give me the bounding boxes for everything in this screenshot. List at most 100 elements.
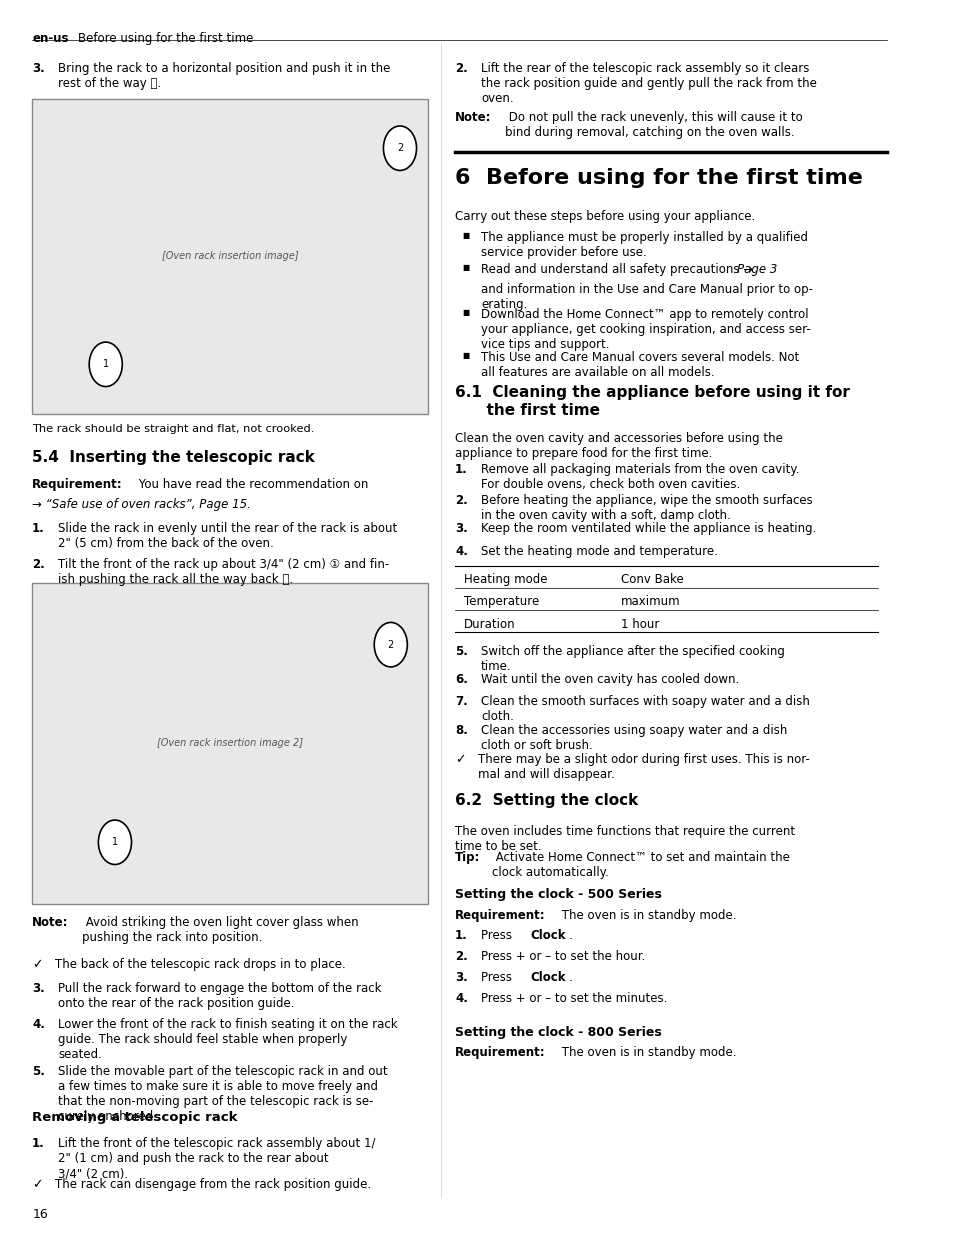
Bar	[32, 99, 427, 414]
Text: Tilt the front of the rack up about 3/4" (2 cm) ① and fin-
ish pushing the rack : Tilt the front of the rack up about 3/4"…	[58, 558, 389, 587]
Text: Press + or – to set the hour.: Press + or – to set the hour.	[480, 950, 644, 963]
Bar	[32, 583, 427, 904]
Text: Clean the oven cavity and accessories before using the
appliance to prepare food: Clean the oven cavity and accessories be…	[455, 432, 782, 461]
Text: 6.: 6.	[455, 673, 468, 687]
Text: and information in the Use and Care Manual prior to op-
erating.: and information in the Use and Care Manu…	[480, 283, 812, 311]
Text: 2.: 2.	[455, 950, 467, 963]
Text: Before heating the appliance, wipe the smooth surfaces
in the oven cavity with a: Before heating the appliance, wipe the s…	[480, 494, 812, 522]
Text: 2.: 2.	[32, 558, 45, 572]
Text: Activate Home Connect™ to set and maintain the
clock automatically.: Activate Home Connect™ to set and mainta…	[492, 851, 789, 879]
Text: 7.: 7.	[455, 695, 467, 709]
Text: Download the Home Connect™ app to remotely control
your appliance, get cooking i: Download the Home Connect™ app to remote…	[480, 308, 810, 351]
Text: This Use and Care Manual covers several models. Not
all features are available o: This Use and Care Manual covers several …	[480, 351, 799, 379]
Text: Setting the clock - 800 Series: Setting the clock - 800 Series	[455, 1026, 661, 1040]
Text: Press: Press	[480, 971, 518, 984]
Text: 1: 1	[112, 837, 118, 847]
Circle shape	[374, 622, 407, 667]
Text: Do not pull the rack unevenly, this will cause it to
bind during removal, catchi: Do not pull the rack unevenly, this will…	[504, 111, 801, 140]
Text: Pull the rack forward to engage the bottom of the rack
onto the rear of the rack: Pull the rack forward to engage the bott…	[58, 982, 381, 1010]
Text: 5.: 5.	[455, 645, 468, 658]
Text: The back of the telescopic rack drops in to place.: The back of the telescopic rack drops in…	[55, 958, 346, 972]
Text: Lift the front of the telescopic rack assembly about 1/
2" (1 cm) and push the r: Lift the front of the telescopic rack as…	[58, 1137, 375, 1181]
Text: Clock: Clock	[530, 971, 565, 984]
Text: [Oven rack insertion image]: [Oven rack insertion image]	[161, 251, 298, 262]
Text: Press: Press	[480, 929, 518, 942]
Text: 5.: 5.	[32, 1065, 45, 1078]
Text: The oven is in standby mode.: The oven is in standby mode.	[558, 909, 736, 923]
Text: ✓: ✓	[32, 958, 43, 972]
Text: The appliance must be properly installed by a qualified
service provider before : The appliance must be properly installed…	[480, 231, 807, 259]
Text: 1: 1	[103, 359, 109, 369]
Text: Clock: Clock	[530, 929, 565, 942]
Text: 1.: 1.	[455, 463, 467, 477]
Text: 3.: 3.	[32, 982, 45, 995]
Text: ■: ■	[462, 351, 469, 359]
Text: 6  Before using for the first time: 6 Before using for the first time	[455, 168, 862, 188]
Text: [Oven rack insertion image 2]: [Oven rack insertion image 2]	[156, 739, 302, 748]
Text: Slide the movable part of the telescopic rack in and out
a few times to make sur: Slide the movable part of the telescopic…	[58, 1065, 387, 1123]
Text: 4.: 4.	[455, 992, 468, 1005]
Text: .: .	[569, 929, 573, 942]
Text: 3.: 3.	[455, 522, 467, 536]
Text: 5.4  Inserting the telescopic rack: 5.4 Inserting the telescopic rack	[32, 450, 314, 464]
Text: Note:: Note:	[32, 916, 69, 930]
Text: Slide the rack in evenly until the rear of the rack is about
2" (5 cm) from the : Slide the rack in evenly until the rear …	[58, 522, 396, 551]
Text: 1.: 1.	[32, 1137, 45, 1151]
Text: ■: ■	[462, 308, 469, 316]
Text: Clean the accessories using soapy water and a dish
cloth or soft brush.: Clean the accessories using soapy water …	[480, 724, 786, 752]
Text: Heating mode: Heating mode	[464, 573, 547, 587]
Text: Bring the rack to a horizontal position and push it in the
rest of the way Ⓐ.: Bring the rack to a horizontal position …	[58, 62, 390, 90]
Text: Carry out these steps before using your appliance.: Carry out these steps before using your …	[455, 210, 755, 224]
Text: 6.1  Cleaning the appliance before using it for
      the first time: 6.1 Cleaning the appliance before using …	[455, 385, 849, 417]
Text: 1 hour: 1 hour	[620, 618, 659, 631]
Text: 1.: 1.	[32, 522, 45, 536]
Circle shape	[98, 820, 132, 864]
Text: The oven is in standby mode.: The oven is in standby mode.	[558, 1046, 736, 1060]
Text: Avoid striking the oven light cover glass when
pushing the rack into position.: Avoid striking the oven light cover glas…	[82, 916, 358, 945]
Text: Read and understand all safety precautions →: Read and understand all safety precautio…	[480, 263, 756, 277]
Text: Duration: Duration	[464, 618, 516, 631]
Text: Press + or – to set the minutes.: Press + or – to set the minutes.	[480, 992, 666, 1005]
Text: 3.: 3.	[32, 62, 45, 75]
Text: Temperature: Temperature	[464, 595, 539, 609]
Text: 3.: 3.	[455, 971, 467, 984]
Text: 1.: 1.	[455, 929, 467, 942]
Text: 2: 2	[387, 640, 394, 650]
Text: Setting the clock - 500 Series: Setting the clock - 500 Series	[455, 888, 661, 902]
Text: → “Safe use of oven racks”, Page 15.: → “Safe use of oven racks”, Page 15.	[32, 498, 251, 511]
Text: 2.: 2.	[455, 494, 467, 508]
Text: 16: 16	[32, 1208, 48, 1221]
Text: ✓: ✓	[455, 753, 465, 767]
Text: 6.2  Setting the clock: 6.2 Setting the clock	[455, 793, 638, 808]
Text: ■: ■	[462, 231, 469, 240]
Text: 2: 2	[396, 143, 403, 153]
Text: Remove all packaging materials from the oven cavity.
For double ovens, check bot: Remove all packaging materials from the …	[480, 463, 799, 492]
Text: Requirement:: Requirement:	[455, 909, 545, 923]
Text: Requirement:: Requirement:	[32, 478, 123, 492]
Text: Wait until the oven cavity has cooled down.: Wait until the oven cavity has cooled do…	[480, 673, 739, 687]
Text: Lift the rear of the telescopic rack assembly so it clears
the rack position gui: Lift the rear of the telescopic rack ass…	[480, 62, 816, 105]
Text: .: .	[569, 971, 573, 984]
Text: ■: ■	[462, 263, 469, 272]
Text: Conv Bake: Conv Bake	[620, 573, 682, 587]
Text: Removing a telescopic rack: Removing a telescopic rack	[32, 1112, 237, 1125]
Text: Set the heating mode and temperature.: Set the heating mode and temperature.	[480, 545, 717, 558]
Text: The rack can disengage from the rack position guide.: The rack can disengage from the rack pos…	[55, 1178, 371, 1192]
Circle shape	[383, 126, 416, 170]
Text: There may be a slight odor during first uses. This is nor-
mal and will disappea: There may be a slight odor during first …	[477, 753, 809, 782]
Text: You have read the recommendation on: You have read the recommendation on	[135, 478, 368, 492]
Text: Clean the smooth surfaces with soapy water and a dish
cloth.: Clean the smooth surfaces with soapy wat…	[480, 695, 809, 724]
Text: Requirement:: Requirement:	[455, 1046, 545, 1060]
Text: ✓: ✓	[32, 1178, 43, 1192]
Text: 2.: 2.	[455, 62, 467, 75]
Text: The oven includes time functions that require the current
time to be set.: The oven includes time functions that re…	[455, 825, 795, 853]
Text: 8.: 8.	[455, 724, 468, 737]
Text: Before using for the first time: Before using for the first time	[78, 32, 253, 46]
Text: 4.: 4.	[32, 1018, 45, 1031]
Text: Page 3: Page 3	[736, 263, 776, 277]
Text: Keep the room ventilated while the appliance is heating.: Keep the room ventilated while the appli…	[480, 522, 816, 536]
Text: maximum: maximum	[620, 595, 679, 609]
Text: Tip:: Tip:	[455, 851, 480, 864]
Text: The rack should be straight and flat, not crooked.: The rack should be straight and flat, no…	[32, 424, 314, 433]
Text: Switch off the appliance after the specified cooking
time.: Switch off the appliance after the speci…	[480, 645, 784, 673]
